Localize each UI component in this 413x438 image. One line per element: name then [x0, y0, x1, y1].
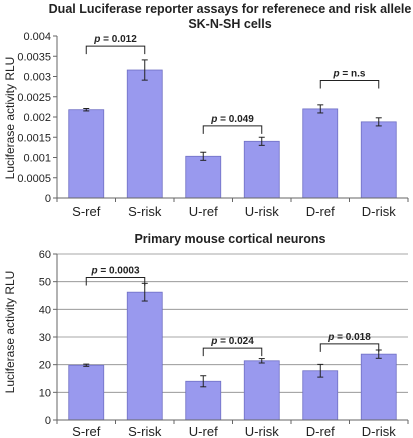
y-tick-labels: 0 10 20 30 40 50 60 — [39, 249, 51, 427]
significance-bracket — [202, 125, 263, 134]
y-tick-label: 10 — [39, 387, 51, 399]
y-tick-label: 30 — [39, 332, 51, 344]
bars — [68, 291, 397, 421]
y-tick-label: 0.001 — [23, 153, 51, 165]
chart-title: Primary mouse cortical neurons — [134, 232, 325, 246]
x-tick-label: U-ref — [189, 424, 218, 438]
y-tick-label: 0.0025 — [17, 92, 51, 104]
x-tick-label: S-risk — [128, 424, 162, 438]
y-tick-label: 50 — [39, 277, 51, 289]
bars — [68, 69, 397, 199]
bar — [360, 121, 397, 199]
y-tick-label: 0 — [45, 193, 51, 205]
y-tick-label: 20 — [39, 360, 51, 372]
x-tick-label: S-ref — [72, 424, 101, 438]
x-tick-label: D-ref — [306, 204, 335, 219]
significance-bracket — [85, 45, 146, 55]
bar — [126, 291, 163, 421]
bar — [243, 360, 280, 421]
bar — [126, 69, 163, 199]
axes — [53, 35, 409, 202]
chart-subtitle: SK-N-SH cells — [188, 17, 271, 31]
x-tick-labels: S-ref S-risk U-ref U-risk D-ref D-risk — [72, 204, 396, 219]
x-tick-label: D-ref — [306, 424, 335, 438]
p-value-label: p = 0.0003 — [90, 266, 140, 277]
chart-sk-n-sh: Dual Luciferase reporter assays for refe… — [3, 2, 411, 219]
y-tick-label: 0.004 — [23, 31, 51, 43]
axes — [53, 253, 409, 424]
y-tick-labels: 0 0.0005 0.001 0.0015 0.002 0.0025 0.003 0.0035… — [17, 31, 51, 205]
x-tick-label: S-ref — [72, 204, 101, 219]
p-value-label: p = 0.049 — [210, 114, 254, 125]
significance-bracket — [319, 80, 380, 89]
x-tick-label: U-risk — [245, 424, 279, 438]
p-value-label: p = 0.024 — [210, 336, 254, 347]
bar — [360, 353, 397, 421]
y-tick-label: 60 — [39, 249, 51, 261]
significance-bracket — [85, 277, 146, 286]
y-tick-label: 0.002 — [23, 112, 51, 124]
y-axis-label: Luciferase activity RLU — [3, 271, 17, 394]
bar — [68, 109, 105, 199]
gridlines — [57, 253, 408, 393]
bar — [185, 155, 222, 199]
y-tick-label: 40 — [39, 304, 51, 316]
x-tick-label: D-risk — [362, 424, 396, 438]
significance-bracket — [319, 343, 380, 352]
y-tick-label: 0.0005 — [17, 173, 51, 185]
x-tick-label: U-ref — [189, 204, 218, 219]
p-value-label: p = 0.012 — [93, 34, 137, 45]
x-tick-label: S-risk — [128, 204, 162, 219]
bar — [68, 364, 105, 421]
significance-bracket — [202, 347, 263, 357]
significance-annotations: p = 0.0003 p = 0.024 p = 0.018 — [85, 266, 380, 357]
significance-annotations: p = 0.012 p = 0.049 p = n.s — [85, 34, 380, 134]
x-tick-label: U-risk — [245, 204, 279, 219]
y-tick-label: 0.003 — [23, 72, 51, 84]
x-tick-label: D-risk — [362, 204, 396, 219]
bar — [302, 108, 339, 199]
bar — [185, 380, 222, 421]
chart-title: Dual Luciferase reporter assays for refe… — [49, 2, 412, 16]
y-axis-label: Luciferase activity RLU — [3, 57, 17, 180]
bar — [302, 370, 339, 421]
error-bars — [83, 282, 382, 388]
y-tick-label: 0 — [45, 415, 51, 427]
x-tick-labels: S-ref S-risk U-ref U-risk D-ref D-risk — [72, 424, 396, 438]
y-tick-label: 0.0015 — [17, 132, 51, 144]
p-value-label: p = 0.018 — [327, 332, 371, 343]
chart-cortical-neurons: Primary mouse cortical neurons Luciferas… — [3, 232, 409, 438]
bar — [243, 140, 280, 199]
p-value-label: p = n.s — [333, 69, 366, 80]
error-bars — [83, 59, 382, 161]
y-tick-label: 0.0035 — [17, 51, 51, 63]
